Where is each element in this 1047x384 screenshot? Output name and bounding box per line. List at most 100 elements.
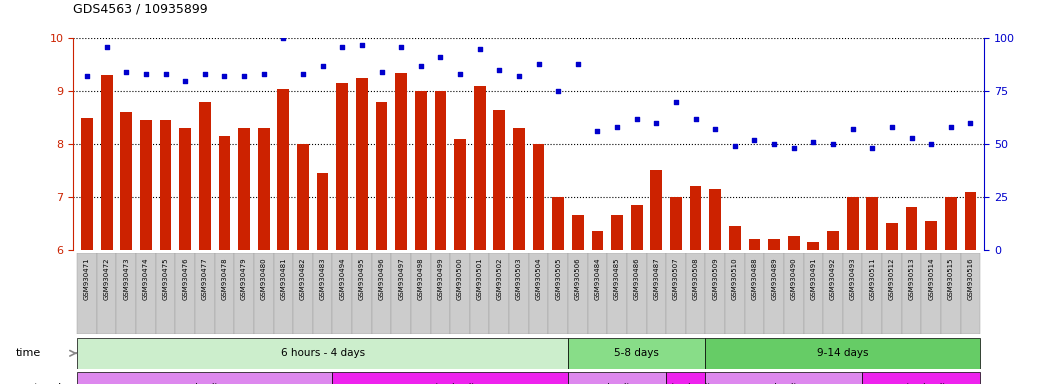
Bar xyxy=(784,253,804,334)
Text: GSM930488: GSM930488 xyxy=(752,258,757,300)
Text: GSM930483: GSM930483 xyxy=(319,258,326,300)
Point xyxy=(942,124,959,130)
Text: GSM930500: GSM930500 xyxy=(458,258,463,300)
Text: GSM930511: GSM930511 xyxy=(869,258,875,300)
Text: GSM930479: GSM930479 xyxy=(241,258,247,300)
Bar xyxy=(744,253,764,334)
Bar xyxy=(666,372,706,384)
Point xyxy=(393,44,409,50)
Point xyxy=(765,141,782,147)
Point xyxy=(451,71,468,78)
Point xyxy=(805,139,822,145)
Bar xyxy=(567,338,706,369)
Text: 5-8 days: 5-8 days xyxy=(615,348,660,358)
Text: passive loading: passive loading xyxy=(415,383,486,384)
Bar xyxy=(529,253,549,334)
Bar xyxy=(176,253,195,334)
Bar xyxy=(843,253,863,334)
Bar xyxy=(630,205,643,250)
Bar xyxy=(847,197,859,250)
Text: 6 hours - 4 days: 6 hours - 4 days xyxy=(281,348,364,358)
Text: GSM930489: GSM930489 xyxy=(772,258,777,300)
Bar xyxy=(886,223,897,250)
Bar xyxy=(587,253,607,334)
Point xyxy=(922,141,939,147)
Bar xyxy=(690,186,701,250)
Point xyxy=(570,61,586,67)
Bar xyxy=(567,372,666,384)
Text: GSM930496: GSM930496 xyxy=(379,258,384,300)
Point xyxy=(354,42,371,48)
Point xyxy=(98,44,115,50)
Text: GSM930495: GSM930495 xyxy=(359,258,364,300)
Bar xyxy=(352,253,372,334)
Text: no loading: no loading xyxy=(594,383,641,384)
Bar xyxy=(941,253,960,334)
Point xyxy=(197,71,214,78)
Text: GSM930514: GSM930514 xyxy=(929,258,934,300)
Text: GSM930513: GSM930513 xyxy=(909,258,914,300)
Point xyxy=(334,44,351,50)
Point xyxy=(530,61,547,67)
Point xyxy=(511,73,528,79)
Point xyxy=(687,116,704,122)
Point xyxy=(413,63,429,69)
Point xyxy=(294,71,311,78)
Bar xyxy=(533,144,544,250)
Bar xyxy=(670,197,682,250)
Point xyxy=(608,124,625,130)
Text: GSM930501: GSM930501 xyxy=(476,258,483,300)
Text: GSM930481: GSM930481 xyxy=(281,258,286,300)
Bar xyxy=(764,253,784,334)
Text: GSM930480: GSM930480 xyxy=(261,258,267,300)
Bar xyxy=(120,113,132,250)
Bar xyxy=(199,102,210,250)
Text: GSM930492: GSM930492 xyxy=(830,258,836,300)
Point xyxy=(216,73,232,79)
Bar xyxy=(372,253,392,334)
Text: 9-14 days: 9-14 days xyxy=(817,348,869,358)
Text: no loading: no loading xyxy=(760,383,807,384)
Bar xyxy=(332,372,567,384)
Bar xyxy=(454,139,466,250)
Text: GSM930508: GSM930508 xyxy=(693,258,698,300)
Bar xyxy=(729,226,741,250)
Bar xyxy=(650,170,662,250)
Bar xyxy=(332,253,352,334)
Bar xyxy=(549,253,567,334)
Text: GSM930487: GSM930487 xyxy=(653,258,660,300)
Bar xyxy=(686,253,706,334)
Bar xyxy=(706,338,980,369)
Bar xyxy=(430,253,450,334)
Bar xyxy=(116,253,136,334)
Text: GSM930515: GSM930515 xyxy=(948,258,954,300)
Point xyxy=(491,67,508,73)
Text: GSM930512: GSM930512 xyxy=(889,258,895,300)
Bar xyxy=(392,253,410,334)
Bar xyxy=(863,372,980,384)
Bar xyxy=(297,144,309,250)
Point xyxy=(236,73,252,79)
Point xyxy=(962,120,979,126)
Bar xyxy=(627,253,646,334)
Point xyxy=(844,126,861,132)
Text: GSM930498: GSM930498 xyxy=(418,258,424,300)
Point xyxy=(550,88,566,94)
Bar xyxy=(238,128,250,250)
Point xyxy=(275,35,292,41)
Point xyxy=(314,63,331,69)
Bar xyxy=(706,253,725,334)
Bar xyxy=(960,253,980,334)
Bar xyxy=(77,338,567,369)
Bar xyxy=(944,197,957,250)
Text: GSM930504: GSM930504 xyxy=(536,258,541,300)
Bar xyxy=(823,253,843,334)
Bar xyxy=(140,120,152,250)
Bar xyxy=(804,253,823,334)
Bar xyxy=(376,102,387,250)
Point xyxy=(825,141,842,147)
Bar xyxy=(572,215,584,250)
Bar xyxy=(356,78,367,250)
Text: GSM930478: GSM930478 xyxy=(222,258,227,300)
Text: GSM930509: GSM930509 xyxy=(712,258,718,300)
